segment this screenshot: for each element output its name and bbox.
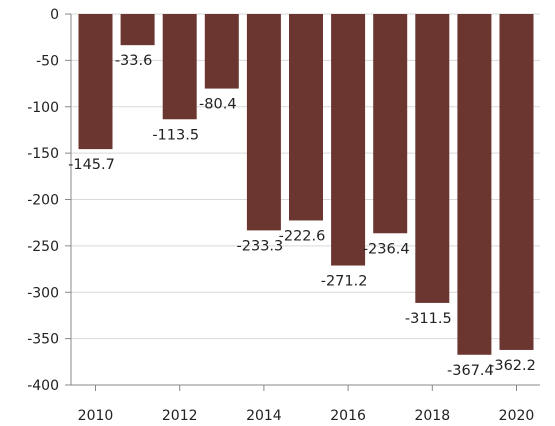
data-label: -233.3 bbox=[237, 238, 284, 254]
data-label: -113.5 bbox=[152, 127, 199, 143]
bar bbox=[289, 14, 323, 221]
bar bbox=[457, 14, 492, 355]
data-label: -222.6 bbox=[279, 228, 326, 244]
y-tick-label: -350 bbox=[27, 332, 59, 348]
x-axis-tick-labels: 2010 2012 2014 2016 2018 2020 bbox=[78, 408, 535, 424]
bar bbox=[415, 14, 450, 303]
y-tick-label: -400 bbox=[27, 378, 59, 394]
bar bbox=[78, 14, 113, 150]
bar bbox=[204, 14, 239, 89]
x-tick-label: 2018 bbox=[414, 408, 450, 424]
bar bbox=[499, 14, 534, 350]
x-tick-label: 2016 bbox=[330, 408, 366, 424]
y-tick-label: 0 bbox=[50, 7, 59, 23]
x-tick-label: 2010 bbox=[78, 408, 114, 424]
data-label: -80.4 bbox=[199, 97, 237, 113]
data-label: -33.6 bbox=[115, 53, 153, 69]
y-axis-tick-labels: 0 -50 -100 -150 -200 -250 -300 -350 -400 bbox=[27, 7, 59, 394]
bar bbox=[120, 14, 155, 46]
y-tick-label: -200 bbox=[27, 193, 59, 209]
x-tick-label: 2012 bbox=[162, 408, 198, 424]
y-tick-label: -50 bbox=[36, 53, 59, 69]
data-label: -236.4 bbox=[363, 241, 410, 257]
data-label: -145.7 bbox=[68, 157, 115, 173]
bar bbox=[373, 14, 408, 234]
bar bbox=[162, 14, 197, 120]
data-labels: -145.7 -33.6 -113.5-80.4 -233.3-222.6 -271.2… bbox=[68, 53, 536, 379]
x-tick-label: 2014 bbox=[246, 408, 282, 424]
bar bbox=[246, 14, 281, 231]
x-tick-label: 2020 bbox=[499, 408, 535, 424]
data-label: -362.2 bbox=[489, 358, 536, 374]
bars bbox=[78, 14, 534, 355]
bar bbox=[331, 14, 366, 266]
axes bbox=[65, 13, 540, 391]
y-tick-label: -100 bbox=[27, 100, 59, 116]
data-label: -367.4 bbox=[447, 363, 494, 379]
y-tick-label: -250 bbox=[27, 239, 59, 255]
y-tick-label: -300 bbox=[27, 285, 59, 301]
y-tick-label: -150 bbox=[27, 146, 59, 162]
data-label: -311.5 bbox=[405, 311, 452, 327]
data-label: -271.2 bbox=[321, 274, 368, 290]
